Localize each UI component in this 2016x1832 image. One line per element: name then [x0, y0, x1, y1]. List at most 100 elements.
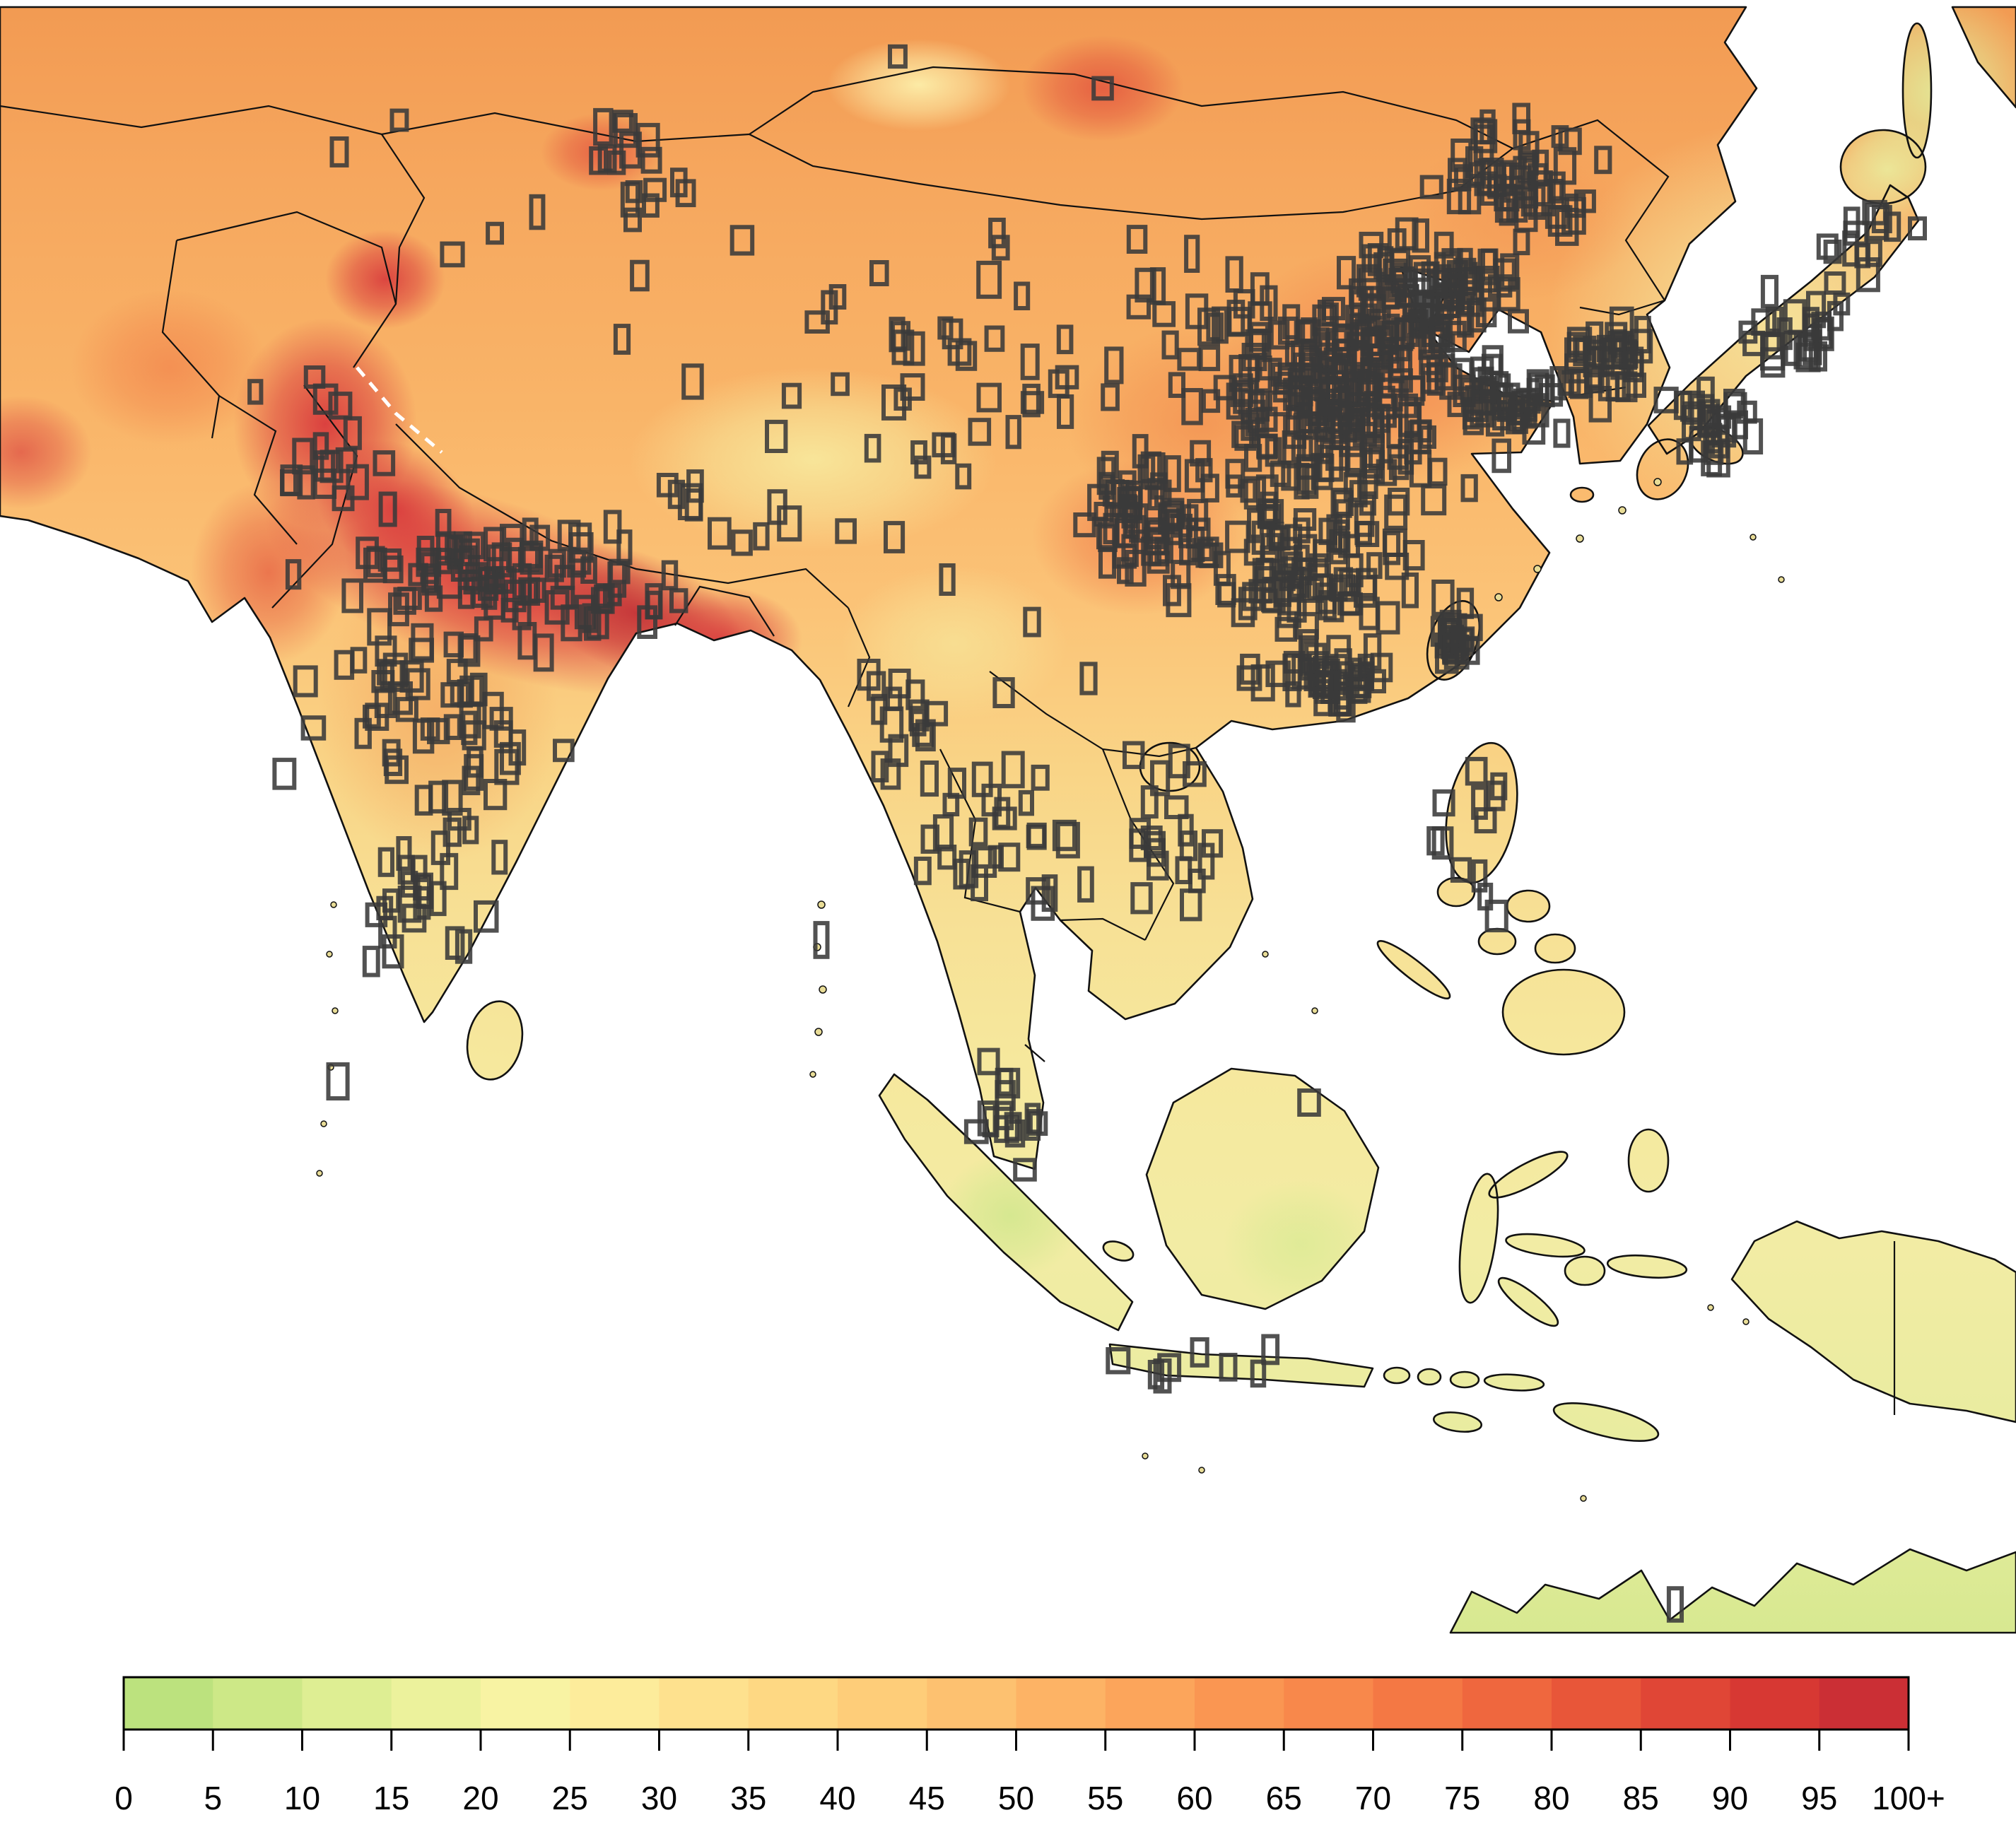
small-island — [809, 1071, 816, 1078]
station-marker — [1487, 162, 1506, 198]
station-marker — [1041, 874, 1058, 912]
station-marker — [1198, 345, 1221, 372]
station-marker — [1518, 150, 1537, 183]
station-marker — [906, 679, 925, 710]
station-marker — [1289, 571, 1309, 598]
country-border — [218, 395, 298, 545]
station-marker — [1250, 1359, 1267, 1388]
small-island — [326, 951, 333, 958]
colorbar-cell — [1462, 1677, 1552, 1730]
coastline-new-guinea — [1730, 1220, 2016, 1423]
station-marker — [1238, 587, 1258, 621]
station-marker — [1751, 308, 1777, 336]
station-marker — [1212, 306, 1229, 344]
small-island — [1494, 593, 1503, 601]
station-marker — [1385, 552, 1410, 580]
station-marker — [436, 561, 462, 599]
station-marker — [1309, 664, 1334, 691]
station-marker — [1098, 471, 1115, 500]
station-marker — [607, 150, 626, 175]
landmass-sulawesi-arm-ne — [1489, 1151, 1568, 1198]
station-marker — [1795, 342, 1821, 372]
station-marker — [630, 259, 650, 292]
station-marker — [625, 180, 643, 204]
station-marker — [1760, 347, 1786, 378]
colorbar-tick-label: 75 — [1444, 1780, 1480, 1816]
station-marker — [574, 594, 596, 630]
station-marker — [1291, 435, 1313, 462]
station-marker — [869, 260, 889, 286]
coastline-cheju — [1569, 486, 1595, 503]
coastline-lombok — [1417, 1368, 1442, 1386]
station-marker — [1190, 440, 1212, 466]
station-marker — [1161, 498, 1185, 527]
station-marker — [1147, 838, 1166, 867]
station-marker — [765, 419, 788, 454]
station-marker — [910, 440, 927, 465]
coastline-palawan — [1376, 939, 1451, 1000]
landmass-buru — [1565, 1257, 1605, 1285]
station-marker — [312, 432, 329, 460]
station-marker — [464, 753, 484, 791]
station-marker — [411, 855, 428, 883]
station-marker — [1297, 1088, 1321, 1117]
station-marker — [1164, 455, 1181, 493]
station-marker — [1682, 401, 1706, 425]
small-island — [1142, 1452, 1149, 1460]
station-marker — [686, 469, 704, 503]
station-marker — [1377, 393, 1397, 428]
station-marker — [363, 705, 381, 729]
station-marker — [1426, 269, 1449, 308]
station-marker — [413, 886, 431, 920]
landmass-cheju — [1571, 488, 1593, 502]
station-marker — [594, 584, 612, 608]
colorbar-tick-label: 10 — [284, 1780, 320, 1816]
station-marker — [988, 218, 1006, 249]
colorbar-tick-label: 70 — [1355, 1780, 1391, 1816]
landmass-bali — [1384, 1368, 1410, 1383]
station-marker — [1358, 661, 1375, 691]
station-marker — [440, 241, 465, 268]
station-marker — [992, 677, 1015, 708]
station-marker — [1057, 394, 1074, 429]
coastline-ne-corner-land — [1951, 6, 2016, 109]
station-marker — [500, 597, 519, 623]
coastline-sulawesi-arm-ne — [1488, 1151, 1569, 1199]
station-marker — [1031, 764, 1050, 791]
station-marker — [1471, 785, 1488, 820]
station-marker — [440, 682, 464, 708]
station-marker — [1723, 392, 1747, 419]
station-marker — [1626, 351, 1644, 377]
station-marker — [553, 739, 575, 763]
small-island — [1750, 534, 1757, 541]
station-marker — [1407, 309, 1429, 334]
station-marker — [1484, 899, 1508, 933]
station-marker — [1129, 828, 1149, 862]
station-marker — [1213, 375, 1236, 401]
station-marker — [813, 921, 830, 959]
station-marker — [1448, 158, 1467, 192]
colorbar-tick-label: 20 — [462, 1780, 498, 1816]
station-marker — [1467, 390, 1489, 423]
station-marker — [442, 780, 463, 816]
colorbar: 0 5 10 15 20 25 30 35 40 45 50 55 60 65 70 75 80 85 90 95 10… — [115, 1676, 1945, 1816]
station-marker — [1106, 1347, 1131, 1375]
colorbar-tick-label: 45 — [909, 1780, 945, 1816]
station-marker — [1243, 539, 1265, 566]
small-islands-layer — [316, 478, 1785, 1502]
station-marker — [365, 902, 388, 927]
station-marker — [1181, 388, 1203, 425]
station-marker — [1471, 859, 1488, 893]
station-marker — [1098, 546, 1117, 579]
station-marker — [1360, 361, 1377, 385]
station-marker — [1345, 305, 1362, 330]
station-marker — [300, 715, 327, 741]
station-marker — [1497, 392, 1513, 417]
station-marker — [1653, 387, 1679, 413]
station-marker — [1908, 216, 1927, 241]
station-marker — [247, 379, 264, 405]
station-marker — [1255, 356, 1272, 393]
station-marker — [753, 522, 770, 551]
station-marker — [619, 131, 642, 169]
station-marker — [1326, 514, 1343, 553]
